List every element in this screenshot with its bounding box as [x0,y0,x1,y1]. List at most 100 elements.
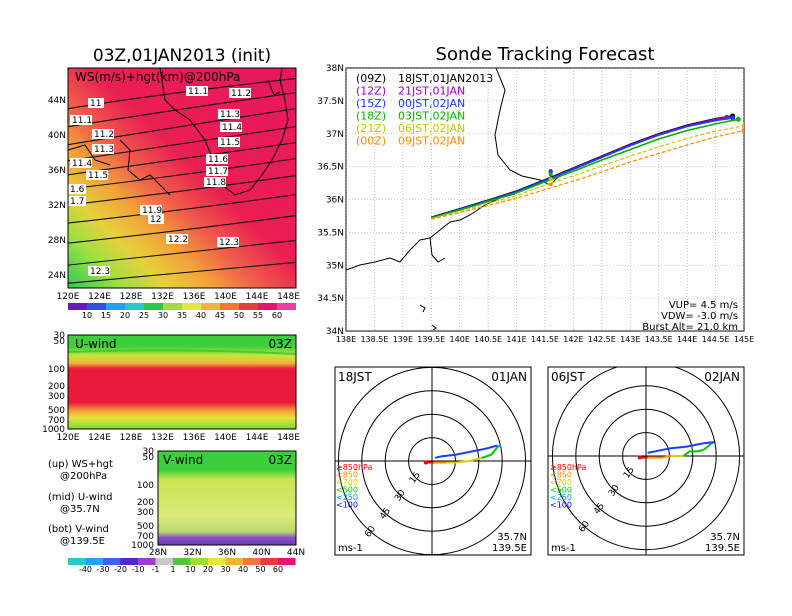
u-lon-tick: 148E [277,433,300,443]
u-lon-tick: 120E [57,433,80,443]
map-lon-tick: 143.5E [645,335,673,344]
ws-lat-tick: 24N [48,271,66,281]
map-lon-tick: 141.5E [531,335,559,344]
track-end-marker [741,127,744,133]
contour-label: 11.1 [72,116,92,126]
track-end-marker [741,123,744,129]
contour-label: 11.5 [220,138,240,148]
legend-mid-level: @35.7N [60,504,100,515]
map-lon-tick: 144.5E [702,335,730,344]
v-wind-label: V-wind [163,453,203,467]
track-end-marker [730,115,736,121]
v-pressure-tick: 500 [137,522,154,532]
map-lat-tick: 34.5N [317,294,344,304]
map-lon-tick: 141E [506,335,526,344]
ws-lon-tick: 140E [214,292,237,302]
ws-panel-label: WS(m/s)+hgt(km)@200hPa [75,70,240,84]
hodo-legend-entry: <250 [550,493,572,502]
ws-lat-tick: 36N [48,166,66,176]
contour-label: 11.5 [88,171,108,181]
hodo-legend-entry: <100 [550,501,572,510]
ws-lat-tick: 28N [48,236,66,246]
ws-colorbar-label: 60 [272,311,282,320]
u-lon-tick: 124E [88,433,111,443]
wind-colorbar-label: 30 [220,565,230,574]
map-lat-tick: 34N [326,327,344,337]
u-lon-tick: 144E [246,433,269,443]
ws-colorbar-label: 35 [177,311,187,320]
map-lon-tick: 143E [620,335,640,344]
track-legend-tag: (12Z) [356,85,386,98]
u-pressure-tick: 1000 [42,425,65,435]
contour-label: 11.3 [94,145,114,155]
track-line [431,129,744,220]
v-pressure-tick: 50 [143,453,155,463]
track-legend-time: 18JST,01JAN2013 [398,72,493,85]
track-legend-time: 06JST,02JAN [398,122,465,135]
contour-label: 12.2 [168,235,188,245]
u-pressure-tick: 100 [48,365,65,375]
v-pressure-tick: 200 [137,498,154,508]
hodo-segment [682,442,713,457]
u-pressure-tick: 30 [54,331,66,341]
contour-label: 12.3 [219,238,239,248]
ws-lat-tick: 40N [48,131,66,141]
wind-colorbar-cell [120,558,138,565]
hodo-legend-entry: <100 [336,501,358,510]
track-legend-tag: (00Z) [356,135,386,148]
hodo-segment [647,440,715,454]
wind-colorbar-label: 60 [273,565,283,574]
track-legend-tag: (21Z) [356,122,386,135]
map-lon-tick: 142.5E [588,335,616,344]
contour-label: 11.8 [206,178,226,188]
hodo-segment [481,446,499,459]
contour-label: 11.2 [94,130,114,140]
wind-colorbar-label: 50 [255,565,265,574]
contour-label: 1.7 [70,197,84,207]
track-end-marker [735,116,741,122]
ws-colorbar-label: 45 [215,311,225,320]
hodo2-time: 06JST [551,370,585,384]
wind-colorbar-cell [208,558,226,565]
hodo-segment [446,456,483,464]
ws-panel: 11 11.1 11.2 11.1 11.2 11.3 11.4 11.3 11… [48,67,300,320]
right-title: Sonde Tracking Forecast [436,44,655,65]
contour-label: 11.9 [142,206,162,216]
map-lat-tick: 35.5N [317,228,344,238]
ws-lon-tick: 148E [277,292,300,302]
hodo2-lon: 139.5E [705,543,740,554]
wind-colorbar-cell [85,558,103,565]
contour-label: 11.4 [72,159,92,169]
ws-colorbar-cell [201,303,220,310]
wind-colorbar-cell [103,558,121,565]
map-lon-tick: 144E [677,335,697,344]
wind-colorbar-cell [225,558,243,565]
ws-colorbar-cell [163,303,182,310]
ws-colorbar-label: 15 [101,311,111,320]
map-lat-tick: 36.5N [317,163,344,173]
map-lat-tick: 37.5N [317,97,344,107]
wind-colorbar-label: 1 [170,565,175,574]
ws-colorbar-label: 30 [158,311,168,320]
hodo-segment [497,444,502,448]
u-pressure-tick: 200 [48,382,65,392]
hodo-legend-entry: <850 [550,471,572,480]
hodo-legend-entry: <500 [336,486,358,495]
contour-label: 11 [90,99,101,109]
ws-colorbar-cell [68,303,87,310]
hodo-legend-entry: <850 [336,471,358,480]
ws-lat-tick: 32N [48,201,66,211]
param-vup: VUP= 4.5 m/s [669,300,738,311]
u-lon-tick: 132E [151,433,174,443]
v-lat-tick: 32N [183,548,201,558]
u-pressure-tick: 700 [48,416,65,426]
v-wind-time: 03Z [269,453,293,467]
map-lat-tick: 35N [326,261,344,271]
hodo1-time: 18JST [338,370,372,384]
ws-colorbar-label: 25 [139,311,149,320]
track-legend-time: 21JST,01JAN [398,85,465,98]
hodo2-date: 02JAN [704,370,740,384]
wind-colorbar-cell [243,558,261,565]
